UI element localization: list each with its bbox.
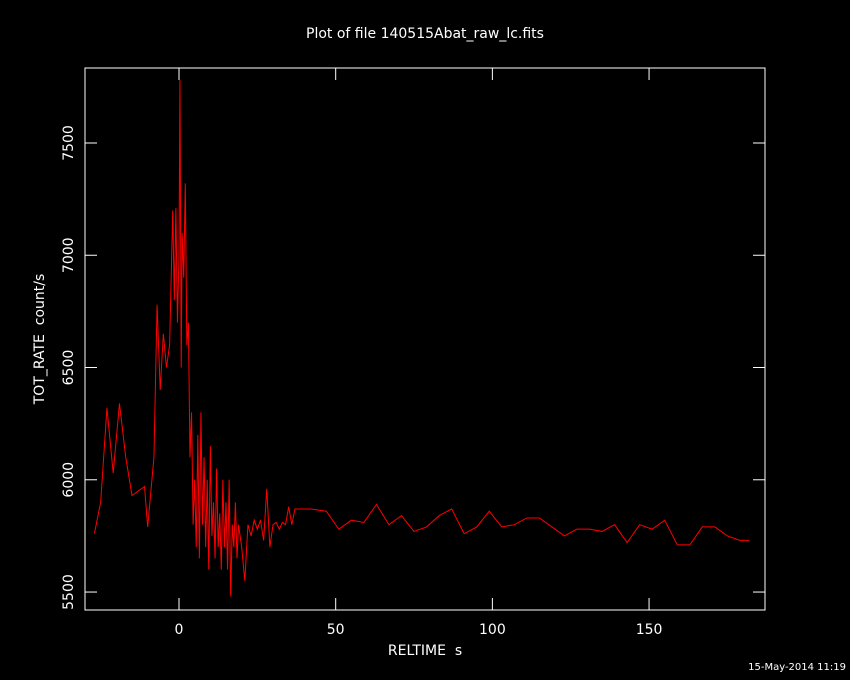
y-tick-label: 7500 <box>61 125 77 161</box>
data-line <box>93 80 750 597</box>
y-tick-label: 5500 <box>61 574 77 610</box>
chart-title: Plot of file 140515Abat_raw_lc.fits <box>306 26 544 42</box>
y-tick-label: 7000 <box>61 237 77 273</box>
plot-frame <box>84 67 766 611</box>
x-tick-label: 50 <box>327 622 345 638</box>
y-tick-label: 6000 <box>61 462 77 498</box>
y-axis-label: TOT_RATE count/s <box>32 274 48 406</box>
y-tick-label: 6500 <box>61 350 77 386</box>
timestamp: 15-May-2014 11:19 <box>748 662 846 673</box>
x-tick-label: 0 <box>175 622 184 638</box>
x-tick-label: 150 <box>636 622 663 638</box>
x-axis-label: RELTIME s <box>388 643 462 659</box>
x-tick-label: 100 <box>479 622 506 638</box>
